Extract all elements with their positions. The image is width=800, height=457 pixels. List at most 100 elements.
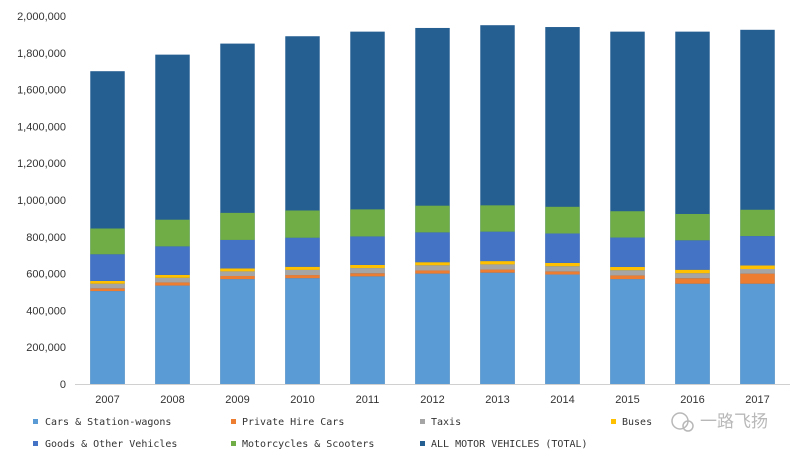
y-tick-label: 200,000 [26,342,66,354]
bar-segment [480,272,515,384]
x-tick-label: 2008 [160,394,184,406]
bar-segment [740,209,775,237]
bar-segment [90,254,125,281]
y-axis-ticks: 0 200,000 400,000 600,000 800,000 1,000,000 1,… [17,11,66,391]
x-axis-ticks: 2007 2008 2009 2010 2011 2012 2013 2014 2015 2016… [95,394,769,406]
x-tick-label: 2009 [225,394,249,406]
legend-label-goods: Goods & Other Vehicles [45,439,177,450]
bar-segment [675,283,710,384]
bar-segment [545,274,580,384]
bar-segment [480,231,515,262]
bar-segment [480,264,515,270]
bar-segment [740,273,775,284]
bar-segment [285,278,320,384]
bar-segment [350,236,385,265]
x-tick-label: 2017 [745,394,769,406]
bar-segment [545,271,580,275]
bar-segment [220,239,255,269]
bar-segment [545,262,580,267]
y-tick-label: 1,800,000 [17,48,66,60]
y-tick-label: 1,400,000 [17,121,66,133]
bar-segment [610,275,645,280]
bar-segment [740,265,775,269]
bar-segment [740,283,775,384]
x-tick-label: 2012 [420,394,444,406]
legend-swatch-taxis [420,419,425,424]
bar-segment [155,277,190,283]
bar-segment [415,273,450,384]
y-tick-label: 1,600,000 [17,85,66,97]
bar-segment [350,276,385,384]
x-tick-label: 2011 [356,394,380,406]
bar-segment [350,268,385,274]
bar-segment [285,237,320,267]
legend-swatch-total [420,441,425,446]
legend-label-taxis: Taxis [431,417,461,428]
bar-segment [155,246,190,275]
y-tick-label: 1,200,000 [17,158,66,170]
bar-segment [610,279,645,384]
bar-segment [480,205,515,232]
bars [90,25,775,385]
bar-segment [220,268,255,272]
bar-segment [285,210,320,238]
bar-segment [740,236,775,266]
bar-segment [220,271,255,276]
legend-swatch-private-hire [231,419,236,424]
bar-segment [155,282,190,286]
wechat-icon-inner [682,420,694,432]
bar-segment [350,209,385,237]
bar-segment [285,275,320,279]
bar-segment [90,280,125,284]
bar-segment [415,232,450,263]
y-tick-label: 0 [60,379,66,391]
bar-segment [220,279,255,384]
x-tick-label: 2010 [290,394,314,406]
x-tick-label: 2015 [615,394,639,406]
bar-segment [90,288,125,292]
legend-label-total: ALL MOTOR VEHICLES (TOTAL) [431,439,588,450]
y-tick-label: 600,000 [26,269,66,281]
bar-segment [285,266,320,270]
bar-segment [415,262,450,266]
bar-segment [415,265,450,271]
bar-segment [675,278,710,284]
bar-segment [610,266,645,271]
bar-segment [155,274,190,278]
bar-segment [220,212,255,240]
bar-segment [350,264,385,269]
x-tick-label: 2014 [550,394,574,406]
watermark-text: 一路飞扬 [700,412,768,432]
y-tick-label: 400,000 [26,305,66,317]
bar-segment [155,219,190,247]
bar-segment [480,261,515,265]
bar-segment [415,270,450,274]
bar-segment [415,205,450,233]
y-tick-label: 1,000,000 [17,195,66,207]
legend-swatch-goods [33,441,38,446]
y-tick-label: 800,000 [26,232,66,244]
legend-label-motorcycles: Motorcycles & Scooters [242,439,374,450]
legend-label-cars: Cars & Station-wagons [45,417,171,428]
bar-segment [155,285,190,384]
legend-swatch-cars [33,419,38,424]
bar-segment [675,269,710,274]
bar-segment [285,269,320,276]
bar-segment [610,211,645,238]
bar-segment [675,273,710,279]
bar-segment [90,228,125,255]
bar-segment [545,206,580,234]
bar-segment [220,275,255,280]
legend-label-private-hire: Private Hire Cars [242,417,344,428]
bar-segment [90,291,125,384]
bar-segment [480,269,515,273]
legend: Cars & Station-wagons Private Hire Cars … [33,417,652,450]
legend-swatch-motorcycles [231,441,236,446]
bar-segment [610,237,645,267]
bar-segment [740,269,775,274]
bar-segment [545,266,580,272]
watermark: 一路飞扬 [671,412,768,432]
bar-segment [350,273,385,277]
x-tick-label: 2016 [680,394,704,406]
